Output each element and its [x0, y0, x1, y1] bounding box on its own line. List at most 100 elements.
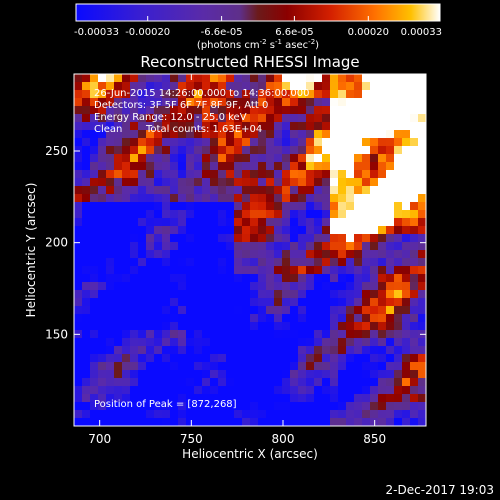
heatmap-cell: [282, 322, 291, 331]
heatmap-cell: [402, 370, 411, 379]
heatmap-cell: [114, 306, 123, 315]
heatmap-cell: [234, 210, 243, 219]
heatmap-cell: [290, 82, 299, 91]
heatmap-cell: [162, 106, 171, 115]
annotation-time-range: 26-Jun-2015 14:26:00.000 to 14:36:00.000: [94, 88, 310, 99]
heatmap-cell: [226, 170, 235, 179]
heatmap-cell: [226, 122, 235, 131]
heatmap-cell: [298, 418, 307, 427]
heatmap-cell: [290, 90, 299, 99]
heatmap-cell: [202, 330, 211, 339]
heatmap-cell: [314, 74, 323, 83]
heatmap-cell: [298, 202, 307, 211]
heatmap-cell: [322, 410, 331, 419]
heatmap-cell: [82, 218, 91, 227]
heatmap-cell: [82, 170, 91, 179]
heatmap-cell: [90, 90, 99, 99]
heatmap-cell: [122, 250, 131, 259]
heatmap-cell: [306, 234, 315, 243]
heatmap-cell: [258, 210, 267, 219]
heatmap-cell: [146, 90, 155, 99]
heatmap-cell: [378, 258, 387, 267]
heatmap-cell: [258, 338, 267, 347]
heatmap-cell: [202, 242, 211, 251]
heatmap-cell: [138, 154, 147, 163]
heatmap-cell: [194, 218, 203, 227]
heatmap-cell: [122, 90, 131, 99]
heatmap-cell: [250, 322, 259, 331]
heatmap-cell: [138, 362, 147, 371]
heatmap-cell: [90, 274, 99, 283]
heatmap-cell: [98, 290, 107, 299]
heatmap-cell: [138, 322, 147, 331]
heatmap-cell: [274, 418, 283, 427]
heatmap-cell: [346, 138, 355, 147]
heatmap-cell: [290, 370, 299, 379]
heatmap-cell: [210, 170, 219, 179]
heatmap-cell: [274, 194, 283, 203]
heatmap-cell: [250, 410, 259, 419]
heatmap-cell: [130, 410, 139, 419]
heatmap-cell: [106, 386, 115, 395]
heatmap-cell: [410, 402, 419, 411]
heatmap-cell: [186, 314, 195, 323]
heatmap-cell: [322, 274, 331, 283]
heatmap-cell: [178, 130, 187, 139]
heatmap-cell: [418, 90, 427, 99]
heatmap-cell: [74, 266, 83, 275]
heatmap-cell: [130, 194, 139, 203]
heatmap-cell: [394, 274, 403, 283]
heatmap-cell: [314, 290, 323, 299]
heatmap-cell: [186, 98, 195, 107]
heatmap-cell: [314, 362, 323, 371]
heatmap-cell: [90, 106, 99, 115]
heatmap-cell: [146, 82, 155, 91]
heatmap-cell: [386, 394, 395, 403]
heatmap-cell: [146, 306, 155, 315]
heatmap-cell: [186, 250, 195, 259]
heatmap-cell: [74, 250, 83, 259]
heatmap-cell: [114, 162, 123, 171]
heatmap-cell: [194, 122, 203, 131]
heatmap-cell: [370, 82, 379, 91]
heatmap-cell: [178, 378, 187, 387]
heatmap-cell: [122, 82, 131, 91]
heatmap-cell: [202, 90, 211, 99]
heatmap-cell: [90, 378, 99, 387]
heatmap-cell: [322, 322, 331, 331]
heatmap-cell: [394, 154, 403, 163]
heatmap-cell: [234, 250, 243, 259]
heatmap-cell: [138, 74, 147, 83]
heatmap-cell: [194, 370, 203, 379]
heatmap-cell: [394, 354, 403, 363]
heatmap-cell: [362, 418, 371, 427]
colorbar-tick-label: -6.6e-05: [201, 27, 243, 38]
heatmap-cell: [154, 170, 163, 179]
heatmap-cell: [354, 130, 363, 139]
heatmap-cell: [194, 386, 203, 395]
heatmap-cell: [138, 330, 147, 339]
heatmap-cell: [346, 186, 355, 195]
heatmap-cell: [178, 418, 187, 427]
y-tick-label: 200: [45, 236, 68, 250]
heatmap-cell: [74, 106, 83, 115]
heatmap-cell: [354, 306, 363, 315]
heatmap-cell: [210, 258, 219, 267]
heatmap-cell: [298, 298, 307, 307]
heatmap-cell: [106, 274, 115, 283]
heatmap-cell: [354, 282, 363, 291]
heatmap-cell: [98, 338, 107, 347]
heatmap-cell: [178, 386, 187, 395]
heatmap-cell: [122, 314, 131, 323]
heatmap-cell: [114, 298, 123, 307]
heatmap-cell: [290, 306, 299, 315]
heatmap-cell: [90, 266, 99, 275]
heatmap-cell: [82, 178, 91, 187]
heatmap-cell: [258, 362, 267, 371]
heatmap-cell: [274, 290, 283, 299]
heatmap-cell: [386, 226, 395, 235]
heatmap-cell: [82, 74, 91, 83]
heatmap-cell: [250, 82, 259, 91]
heatmap-cell: [386, 418, 395, 427]
heatmap-cell: [242, 298, 251, 307]
